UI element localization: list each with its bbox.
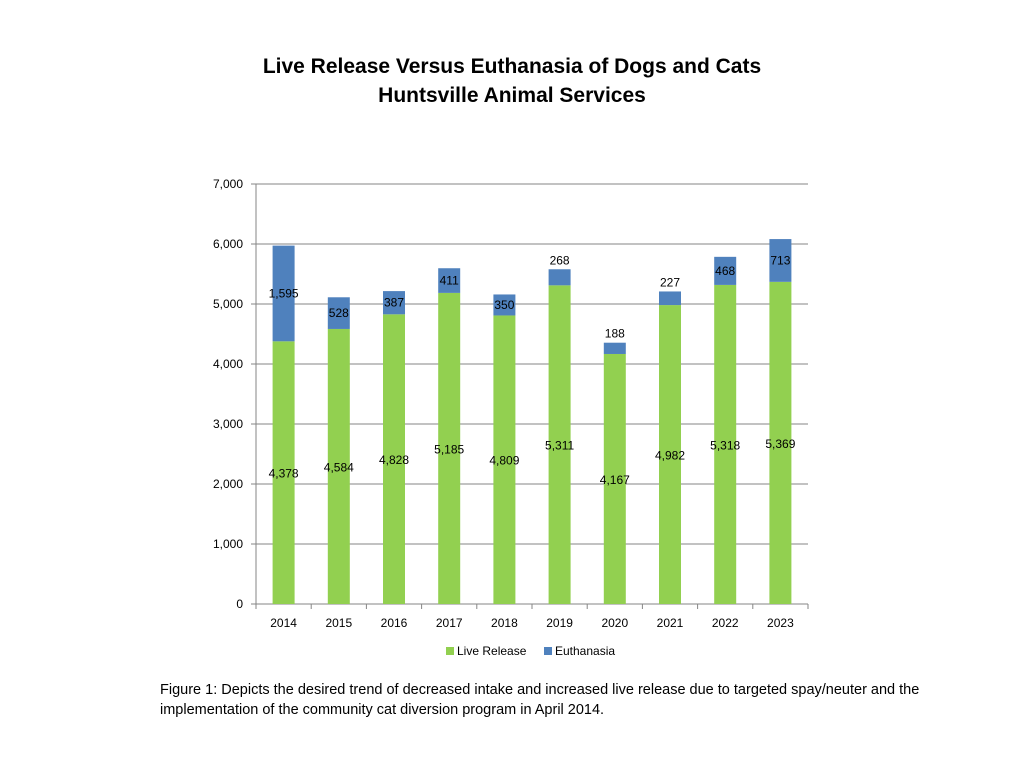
bar-live-release	[438, 292, 461, 604]
data-label-live-release: 5,369	[765, 437, 795, 451]
data-label-euthanasia: 227	[660, 275, 680, 289]
data-label-live-release: 4,809	[489, 454, 519, 468]
x-tick-label: 2018	[491, 616, 518, 630]
x-tick-label: 2020	[601, 616, 628, 630]
bar-euthanasia	[383, 291, 405, 315]
data-label-euthanasia: 1,595	[269, 286, 299, 300]
data-label-euthanasia: 350	[494, 298, 514, 312]
chart-subtitle: Huntsville Animal Services	[378, 84, 646, 107]
data-label-euthanasia: 268	[550, 253, 570, 267]
bar-euthanasia	[603, 342, 626, 354]
chart-title-block: Live Release Versus Euthanasia of Dogs a…	[0, 52, 1024, 110]
y-tick-label: 0	[236, 597, 243, 611]
legend-label: Live Release	[457, 644, 527, 658]
bar-euthanasia	[714, 256, 737, 285]
bar-euthanasia	[659, 291, 681, 306]
y-tick-label: 5,000	[213, 297, 243, 311]
data-label-euthanasia: 468	[715, 264, 735, 278]
x-tick-label: 2022	[712, 616, 739, 630]
data-label-euthanasia: 387	[384, 296, 404, 310]
legend-swatch	[544, 647, 552, 655]
data-label-euthanasia: 528	[329, 306, 349, 320]
data-label-euthanasia: 411	[440, 274, 459, 288]
bar-live-release	[659, 305, 681, 604]
y-tick-label: 1,000	[213, 537, 243, 551]
stacked-bar-chart: 0 1,000 2,000 3,000 4,000 5,000 6,000 7,000 2014…	[213, 177, 809, 658]
bar-live-release	[769, 281, 792, 604]
bar-live-release	[383, 314, 405, 604]
legend-swatch	[446, 647, 454, 655]
x-tick-label: 2015	[325, 616, 352, 630]
x-tick-label: 2014	[270, 616, 297, 630]
data-label-live-release: 4,584	[324, 460, 354, 474]
figure-caption: Figure 1: Depicts the desired trend of d…	[160, 682, 920, 718]
bar-live-release	[714, 284, 737, 604]
bar-euthanasia	[438, 268, 461, 293]
y-tick-label: 3,000	[213, 417, 243, 431]
y-tick-label: 7,000	[213, 177, 243, 191]
x-tick-label: 2017	[436, 616, 463, 630]
bar-live-release	[272, 341, 295, 604]
legend-label: Euthanasia	[555, 644, 615, 658]
y-tick-label: 4,000	[213, 357, 243, 371]
bar-live-release	[548, 285, 571, 604]
bar-live-release	[327, 328, 350, 604]
bar-euthanasia	[327, 297, 350, 329]
bar-live-release	[603, 353, 626, 604]
y-tick-label: 6,000	[213, 237, 243, 251]
data-label-live-release: 5,185	[434, 442, 464, 456]
x-tick-label: 2021	[657, 616, 684, 630]
bar-euthanasia	[548, 269, 571, 286]
chart-title: Live Release Versus Euthanasia of Dogs a…	[262, 55, 762, 78]
data-label-euthanasia: 713	[770, 253, 790, 267]
data-label-live-release: 4,982	[655, 449, 685, 463]
bar-euthanasia	[769, 239, 792, 282]
data-label-euthanasia: 188	[605, 327, 625, 341]
x-tick-label: 2016	[381, 616, 408, 630]
bar-euthanasia	[493, 294, 516, 316]
data-label-live-release: 5,311	[545, 439, 574, 453]
x-tick-label: 2023	[767, 616, 794, 630]
data-label-live-release: 5,318	[710, 438, 740, 452]
data-label-live-release: 4,828	[379, 453, 409, 467]
data-label-live-release: 4,378	[269, 467, 299, 481]
bar-live-release	[493, 315, 516, 604]
data-label-live-release: 4,167	[600, 473, 630, 487]
y-tick-label: 2,000	[213, 477, 243, 491]
x-tick-label: 2019	[546, 616, 573, 630]
bar-euthanasia	[272, 245, 295, 342]
